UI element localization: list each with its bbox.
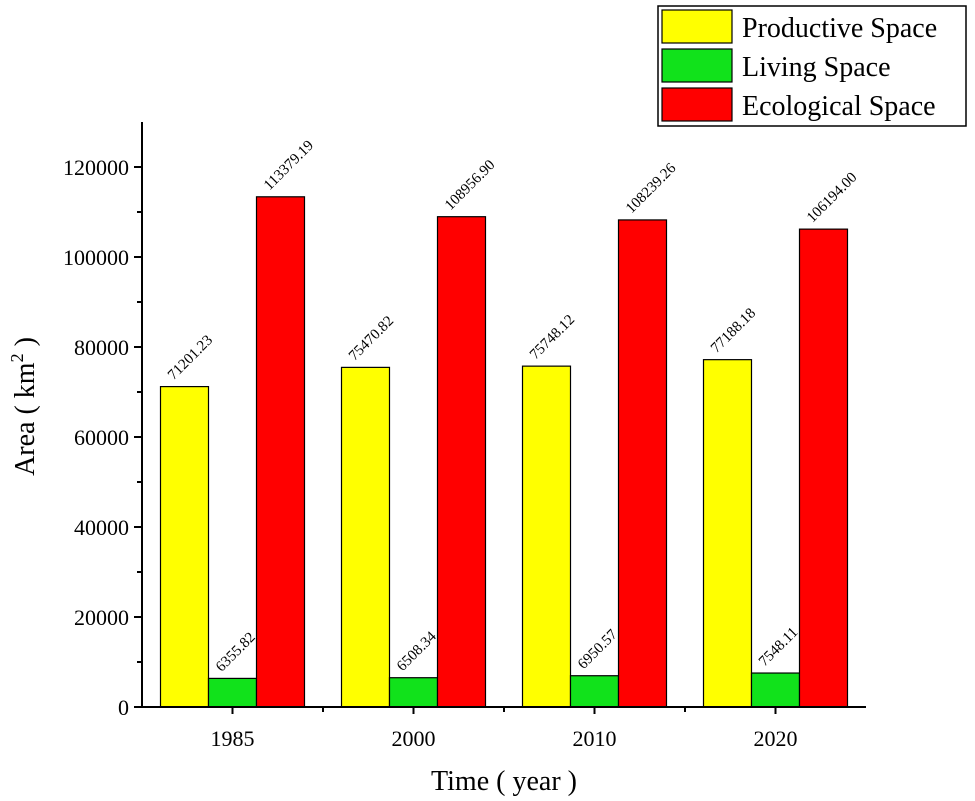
data-label: 6508.34 <box>394 628 440 674</box>
data-label: 71201.23 <box>165 332 216 383</box>
legend-label: Living Space <box>742 52 891 83</box>
data-label: 108956.90 <box>442 157 498 213</box>
bar-productive-space-2020 <box>702 359 753 708</box>
y-tick-label: 100000 <box>63 245 129 270</box>
legend-swatch-ecological-space <box>661 87 733 122</box>
data-label: 7548.11 <box>756 624 801 669</box>
data-label: 106194.00 <box>804 170 860 226</box>
bar-productive-space-2010 <box>521 365 572 708</box>
y-tick-label: 60000 <box>74 425 129 450</box>
bars-group <box>159 196 849 708</box>
y-axis-title-superscript: 2 <box>7 353 27 362</box>
bar-living-space-2020 <box>750 672 801 708</box>
bar-living-space-2000 <box>388 677 439 708</box>
legend-label: Productive Space <box>742 13 937 44</box>
y-axis-title: Area ( km2 ) <box>7 337 41 476</box>
x-ticks-group: 1985 2000 2010 2020 <box>211 707 798 751</box>
bar-productive-space-1985 <box>159 385 210 708</box>
y-ticks-group: 0 20000 40000 60000 80000 100000 120000 <box>63 155 142 720</box>
bar-ecological-space-2020 <box>798 228 849 708</box>
x-axis-title: Time ( year ) <box>431 766 577 797</box>
bar-ecological-space-2010 <box>617 219 668 708</box>
bar-living-space-2010 <box>569 675 620 708</box>
axes-group <box>141 122 866 708</box>
x-tick-label: 2020 <box>754 726 798 751</box>
data-label: 75470.82 <box>346 313 397 364</box>
legend: Productive Space Living Space Ecological S… <box>657 5 967 127</box>
y-tick-label: 0 <box>118 695 129 720</box>
y-tick-label: 20000 <box>74 605 129 630</box>
y-tick-label: 80000 <box>74 335 129 360</box>
y-tick-label: 40000 <box>74 515 129 540</box>
legend-swatch-productive-space <box>661 9 733 44</box>
x-tick-label: 1985 <box>211 726 255 751</box>
y-axis-title-end: ) <box>10 337 41 353</box>
bar-productive-space-2000 <box>340 366 391 708</box>
bar-ecological-space-1985 <box>255 196 306 708</box>
data-label: 6355.82 <box>213 629 259 675</box>
data-label: 6950.57 <box>575 626 621 672</box>
data-label: 108239.26 <box>623 160 680 217</box>
x-tick-label: 2000 <box>392 726 436 751</box>
bar-living-space-1985 <box>207 677 258 708</box>
data-label: 113379.19 <box>261 138 317 194</box>
legend-swatch-living-space <box>661 48 733 83</box>
legend-label: Ecological Space <box>742 91 936 122</box>
bar-ecological-space-2000 <box>436 216 487 708</box>
data-label: 75748.12 <box>527 312 578 363</box>
x-tick-label: 2010 <box>573 726 617 751</box>
y-axis-title-main: Area ( km <box>10 362 41 476</box>
data-label: 77188.18 <box>708 305 759 356</box>
y-tick-label: 120000 <box>63 155 129 180</box>
